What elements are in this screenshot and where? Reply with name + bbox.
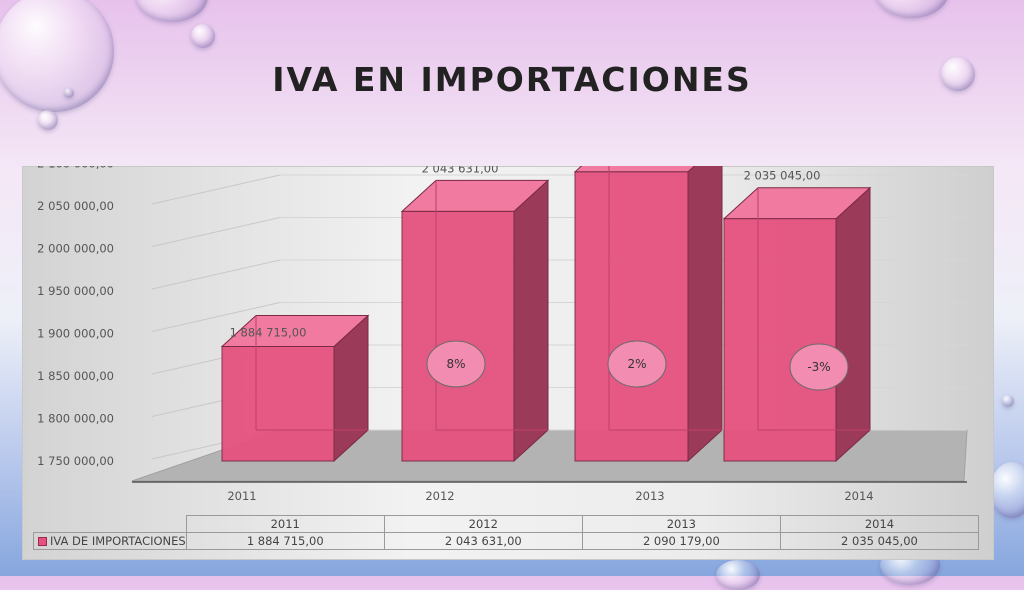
legend-swatch-icon — [38, 537, 47, 546]
growth-annotation-bubble — [426, 340, 486, 388]
x-tick-label: 2012 — [425, 489, 454, 503]
water-drop-decoration — [0, 0, 114, 112]
gridline-diagonal — [151, 217, 281, 247]
water-drop-decoration — [64, 88, 74, 98]
data-table-header-cell: 2013 — [581, 515, 781, 533]
y-tick-label: 1 750 000,00 — [37, 454, 114, 468]
growth-annotation-label: 2% — [627, 357, 646, 371]
bar-side — [513, 179, 549, 463]
water-drop-decoration — [38, 110, 58, 130]
y-tick-label: 1 950 000,00 — [37, 284, 114, 298]
growth-annotation-bubble — [789, 343, 849, 391]
bar-side — [835, 186, 871, 463]
water-drop-decoration — [716, 560, 760, 590]
data-label: 2 043 631,00 — [422, 166, 499, 175]
water-drop-decoration — [990, 462, 1024, 518]
legend-label: IVA DE IMPORTACIONES — [50, 534, 186, 548]
x-tick-label: 2013 — [635, 489, 664, 503]
x-tick-label: 2014 — [844, 489, 873, 503]
bar-side — [687, 166, 723, 463]
x-tick-label: 2011 — [227, 489, 256, 503]
y-tick-label: 1 900 000,00 — [37, 327, 114, 341]
water-drop-decoration — [1002, 395, 1014, 407]
chart-data-table: 2011 2012 2013 2014 IVA DE IMPORTACIONES… — [33, 515, 980, 550]
slide-title: IVA EN IMPORTACIONES — [272, 60, 752, 99]
data-table-header-cell: 2012 — [383, 515, 583, 533]
bar — [574, 171, 689, 462]
data-label: 2 035 045,00 — [744, 169, 821, 183]
data-table-cell: 2 043 631,00 — [383, 532, 583, 550]
y-tick-label: 2 050 000,00 — [37, 199, 114, 213]
y-tick-label: 1 800 000,00 — [37, 412, 114, 426]
data-table-cell: 2 035 045,00 — [779, 532, 980, 550]
gridline-diagonal — [151, 259, 281, 290]
water-drop-decoration — [191, 24, 215, 48]
data-table-row: IVA DE IMPORTACIONES 1 884 715,00 2 043 … — [33, 532, 980, 550]
y-tick-label: 2 100 000,00 — [37, 166, 114, 171]
data-table-header-row: 2011 2012 2013 2014 — [34, 515, 980, 533]
y-tick-label: 2 000 000,00 — [37, 242, 114, 256]
bar — [723, 218, 837, 462]
y-tick-label: 1 850 000,00 — [37, 369, 114, 383]
gridline-diagonal — [151, 302, 281, 332]
water-drop-decoration — [941, 57, 975, 91]
legend-entry: IVA DE IMPORTACIONES — [33, 532, 187, 550]
bar — [221, 345, 335, 462]
growth-annotation-label: -3% — [807, 360, 830, 374]
data-table-header-cell: 2014 — [779, 515, 980, 533]
data-label: 1 884 715,00 — [230, 325, 307, 339]
water-drop-decoration — [875, 0, 949, 18]
growth-annotation-bubble — [607, 340, 667, 388]
water-drop-decoration — [136, 0, 208, 22]
growth-annotation-label: 8% — [446, 357, 465, 371]
data-table-cell: 1 884 715,00 — [185, 532, 385, 550]
data-table-cell: 2 090 179,00 — [581, 532, 781, 550]
data-table-header-cell: 2011 — [185, 515, 385, 533]
bar-chart: 1 750 000,00 1 800 000,00 1 850 000,00 1 90… — [37, 166, 968, 503]
bar — [401, 210, 515, 462]
gridline-diagonal — [151, 174, 281, 205]
